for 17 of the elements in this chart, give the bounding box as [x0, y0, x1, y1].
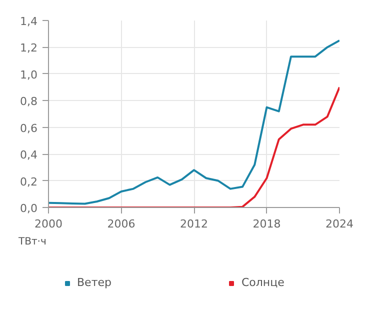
y-tick-label: 0,8 [20, 95, 38, 108]
y-tick-label: 1,4 [20, 15, 38, 28]
x-tick-label: 2024 [326, 218, 354, 230]
x-tick-label: 2012 [180, 218, 208, 230]
y-tick-label: 0,6 [20, 122, 38, 135]
legend-label: Ветер [77, 276, 112, 289]
y-tick-label: 0,0 [20, 202, 38, 215]
line-series [48, 40, 340, 205]
y-tick-label: 1,2 [20, 42, 38, 55]
legend-label: Солнце [241, 276, 284, 289]
y-tick-label: 1,0 [20, 68, 38, 82]
x-tick-label: 2018 [252, 218, 281, 230]
x-tick-label: 2006 [107, 218, 136, 230]
y-tick-label: 0,4 [20, 148, 38, 162]
x-tick-label: 2000 [34, 218, 63, 230]
text: ТВт·ч [18, 236, 46, 248]
y-tick-label: 0,2 [20, 175, 38, 188]
